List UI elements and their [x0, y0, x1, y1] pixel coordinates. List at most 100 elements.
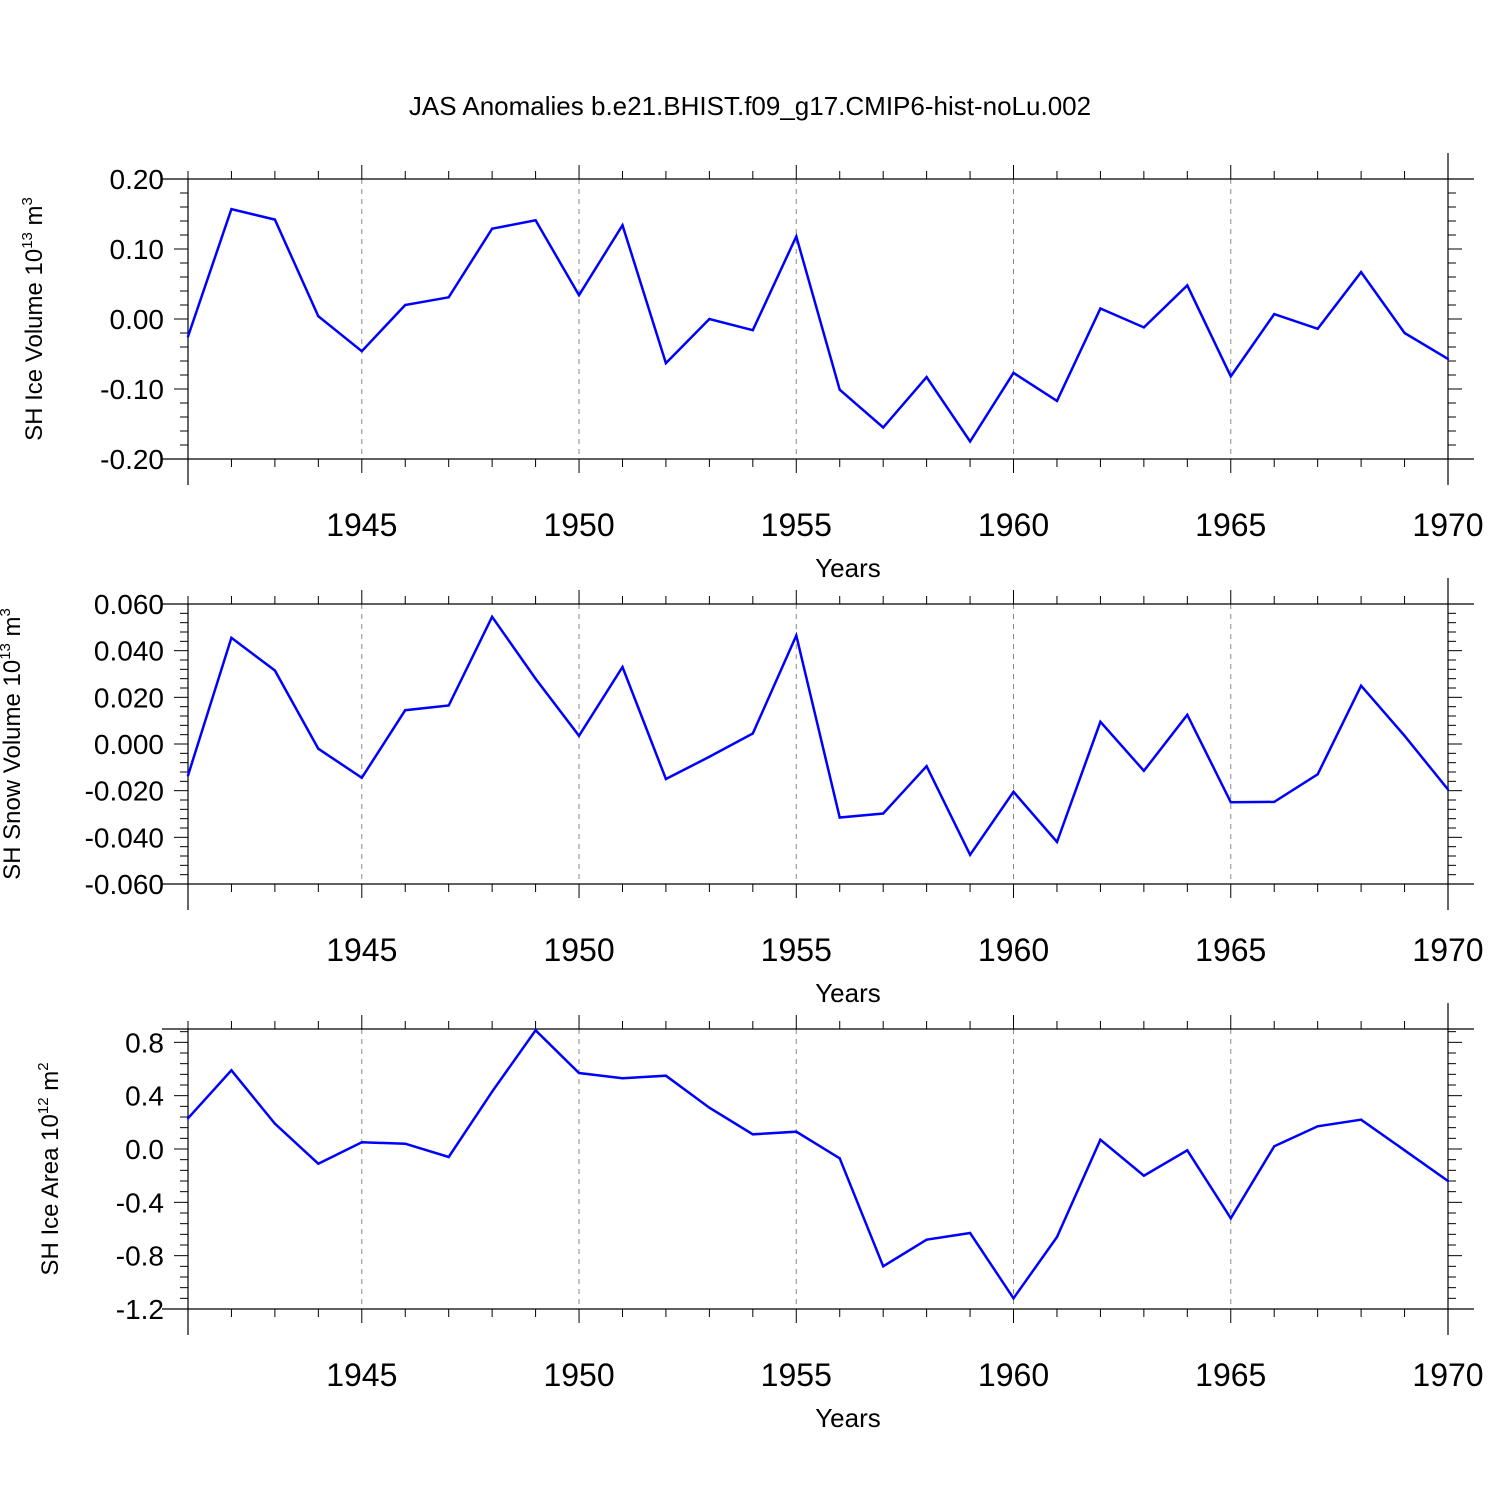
data-point — [577, 1071, 581, 1075]
data-point — [621, 224, 624, 227]
y-tick-label: 0.060 — [94, 589, 164, 620]
data-point — [447, 704, 450, 707]
data-point — [186, 335, 190, 338]
data-point — [795, 1130, 798, 1133]
y-tick-label: 0.000 — [94, 729, 164, 760]
data-point — [838, 388, 841, 391]
data-point — [1403, 1149, 1406, 1152]
data-point — [751, 329, 755, 332]
data-point — [1229, 1217, 1232, 1220]
y-tick-label: -0.040 — [85, 822, 164, 853]
data-point — [621, 665, 624, 669]
data-point — [1359, 684, 1363, 687]
y-tick-label: -0.8 — [116, 1241, 164, 1272]
x-axis-label: Years — [815, 553, 881, 583]
data-point — [534, 677, 537, 680]
data-point — [1229, 801, 1232, 804]
data-point — [1403, 331, 1406, 335]
y-tick-label: 0.10 — [110, 234, 165, 265]
data-point — [1012, 790, 1015, 794]
y-tick-label: 0.040 — [94, 636, 164, 667]
data-point — [1186, 284, 1189, 287]
data-point — [360, 776, 363, 780]
data-point — [273, 218, 277, 221]
data-point — [881, 1265, 885, 1268]
data-point — [404, 708, 407, 712]
data-point — [664, 777, 668, 781]
data-point — [230, 1069, 233, 1072]
data-point — [925, 375, 928, 379]
x-tick-label: 1950 — [543, 932, 614, 968]
y-axis-label: SH Ice Area 1012 m2 — [35, 1062, 64, 1275]
data-point — [1099, 307, 1102, 310]
data-point — [1273, 1145, 1276, 1148]
x-tick-label: 1950 — [543, 1357, 614, 1393]
data-point — [664, 1074, 668, 1077]
x-tick-label: 1945 — [326, 932, 397, 968]
data-point — [1099, 720, 1102, 724]
data-point — [838, 816, 841, 819]
data-point — [1359, 270, 1363, 274]
data-point — [273, 669, 277, 672]
x-tick-label: 1970 — [1412, 507, 1483, 543]
y-tick-label: 0.00 — [110, 304, 165, 335]
data-point — [577, 734, 581, 738]
x-tick-label: 1965 — [1195, 507, 1266, 543]
data-point — [447, 296, 450, 299]
data-point — [1186, 1149, 1189, 1152]
data-point — [186, 1117, 190, 1120]
data-point — [273, 1122, 277, 1125]
y-tick-label: 0.8 — [125, 1027, 164, 1058]
x-tick-label: 1950 — [543, 507, 614, 543]
data-point — [881, 426, 885, 429]
data-point — [1142, 326, 1146, 329]
data-point — [751, 1133, 755, 1136]
data-point — [838, 1157, 841, 1160]
y-tick-label: 0.4 — [125, 1081, 164, 1112]
panel-ice-volume: -0.20 -0.10 0.00 0.10 0.20 1945 1950 1955 1960 19… — [19, 153, 1484, 583]
data-point — [230, 636, 233, 640]
y-tick-label: 0.020 — [94, 682, 164, 713]
x-tick-label: 1970 — [1412, 932, 1483, 968]
y-tick-label: 0.20 — [110, 164, 165, 195]
data-point — [534, 1029, 537, 1032]
x-tick-label: 1945 — [326, 1357, 397, 1393]
panel-snow-volume: -0.060 -0.040 -0.020 0.000 0.020 0.040 0.060 19… — [0, 578, 1484, 1008]
y-tick-label: 0.0 — [125, 1134, 164, 1165]
data-point — [968, 1231, 972, 1235]
data-point — [1186, 713, 1189, 717]
data-point — [1142, 769, 1146, 773]
y-axis-label: SH Snow Volume 1013 m3 — [0, 608, 26, 880]
series-line — [186, 207, 1449, 444]
x-axis-label: Years — [815, 1403, 881, 1433]
data-point — [1273, 800, 1276, 804]
panel-ice-area: -1.2 -0.8 -0.4 0.0 0.4 0.8 1945 1950 1955 1960 196… — [35, 1003, 1484, 1433]
data-point — [1359, 1118, 1363, 1121]
data-point — [230, 207, 233, 211]
data-point — [534, 219, 537, 222]
data-point — [1055, 840, 1059, 844]
x-tick-label: 1960 — [978, 1357, 1049, 1393]
series-line — [187, 1028, 1449, 1301]
data-point — [1316, 1125, 1319, 1128]
data-point — [1316, 327, 1319, 330]
data-point — [1012, 371, 1015, 375]
y-tick-label: -0.20 — [100, 444, 164, 475]
x-tick-label: 1970 — [1412, 1357, 1483, 1393]
x-axis-label: Years — [815, 978, 881, 1008]
data-point — [1229, 375, 1232, 378]
data-point — [708, 1106, 711, 1109]
data-point — [1403, 734, 1406, 738]
x-tick-label: 1965 — [1195, 1357, 1266, 1393]
data-point — [490, 615, 494, 619]
data-point — [751, 732, 755, 735]
y-tick-label: -0.020 — [85, 776, 164, 807]
x-tick-label: 1965 — [1195, 932, 1266, 968]
y-tick-label: -0.10 — [100, 374, 164, 405]
data-point — [360, 350, 363, 353]
data-point — [186, 774, 190, 777]
data-point — [968, 853, 972, 857]
data-point — [664, 361, 668, 365]
